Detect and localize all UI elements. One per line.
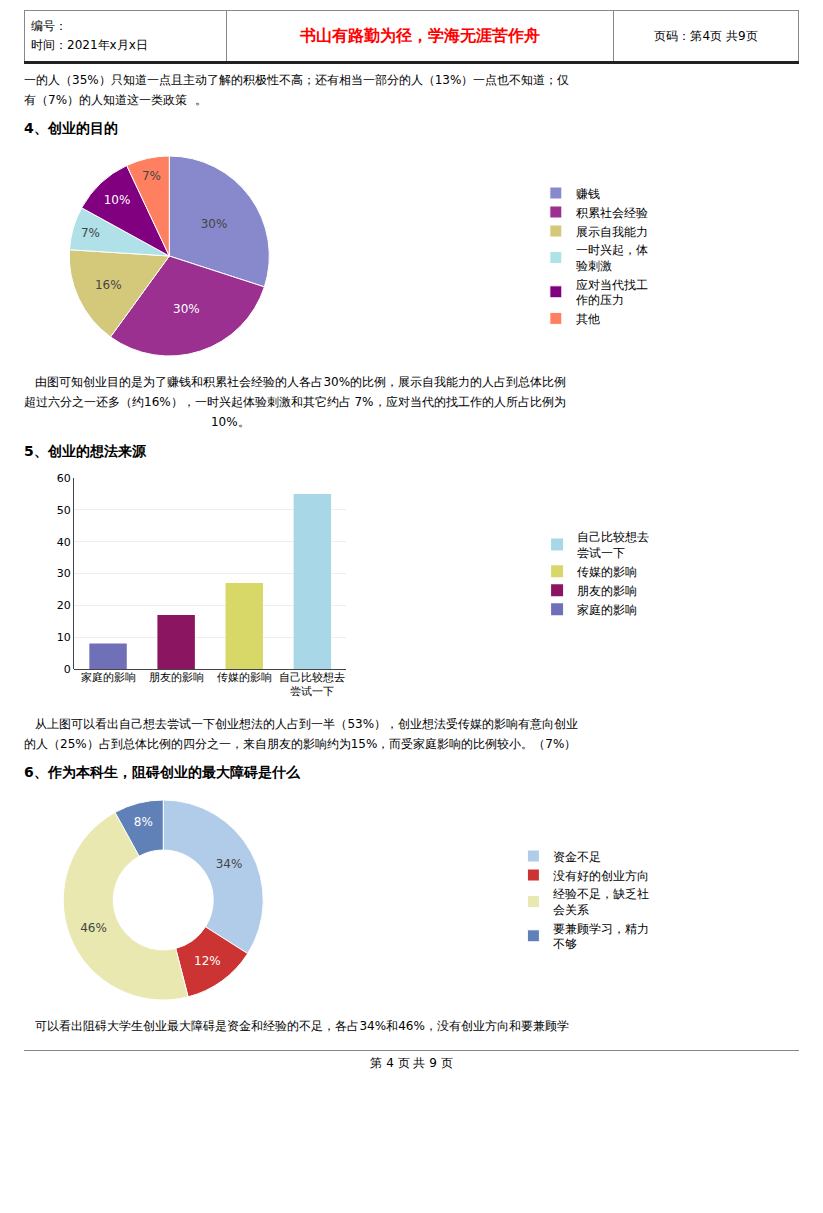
svg-text:要兼顾学习，精力不够: 要兼顾学习，精力不够	[553, 922, 649, 952]
svg-text:家庭的影响: 家庭的影响	[81, 671, 136, 684]
html-text:超过六分之一还多（约16%），一时兴起体验刺激和其它约占 7: 超过六分之一还多（约16%），一时兴起体验刺激和其它约占 7%，应对当代的找工作…	[24, 395, 566, 409]
svg-text:12%: 12%	[194, 954, 221, 968]
html-text:从上图可以看出自己想去尝试一下创业想法的人占到一半（53%）: 从上图可以看出自己想去尝试一下创业想法的人占到一半（53%），创业想法受传媒的影…	[24, 717, 579, 731]
svg-text:60: 60	[57, 472, 71, 485]
svg-text:赚钱: 赚钱	[576, 187, 600, 201]
html-text:第 4 页 共 9 页: 第 4 页 共 9 页	[370, 1056, 453, 1070]
svg-text:传媒的影响: 传媒的影响	[217, 671, 272, 684]
svg-text:资金不足: 资金不足	[553, 850, 601, 864]
svg-text:16%: 16%	[95, 278, 122, 292]
html-text:可以看出阻碍大学生创业最大障碍是资金和经验的不足，各占34%: 可以看出阻碍大学生创业最大障碍是资金和经验的不足，各占34%和46%，没有创业方…	[24, 1019, 569, 1033]
svg-text:其他: 其他	[576, 312, 600, 326]
svg-text:4、创业的目的: 4、创业的目的	[24, 120, 118, 136]
svg-text:5、创业的想法来源: 5、创业的想法来源	[24, 443, 147, 459]
html-text:页码：第4页 共9页: 页码：第4页 共9页	[654, 28, 758, 43]
svg-text:自己比较想去尝试一下: 自己比较想去尝试一下	[279, 671, 345, 698]
svg-text:10: 10	[57, 631, 71, 644]
svg-text:10%: 10%	[104, 193, 131, 207]
svg-text:没有好的创业方向: 没有好的创业方向	[553, 869, 649, 883]
svg-text:34%: 34%	[216, 857, 243, 871]
svg-text:20: 20	[57, 599, 71, 612]
svg-text:应对当代找工作的压力: 应对当代找工作的压力	[575, 278, 648, 308]
svg-text:自己比较想去尝试一下: 自己比较想去尝试一下	[577, 530, 649, 560]
svg-text:展示自我能力: 展示自我能力	[576, 225, 648, 239]
svg-text:6、作为本科生，阻碍创业的最大障碍是什么: 6、作为本科生，阻碍创业的最大障碍是什么	[24, 764, 301, 780]
svg-text:7%: 7%	[142, 169, 161, 183]
svg-text:家庭的影响: 家庭的影响	[577, 603, 637, 617]
html-text:的人（25%）占到总体比例的四分之一，来自朋友的影响约为15: 的人（25%）占到总体比例的四分之一，来自朋友的影响约为15%，而受家庭影响的比…	[24, 737, 577, 751]
svg-text:经验不足，缺乏社会关系: 经验不足，缺乏社会关系	[553, 887, 649, 917]
html-text:由图可知创业目的是为了赚钱和积累社会经验的人各占30%的比例: 由图可知创业目的是为了赚钱和积累社会经验的人各占30%的比例，展示自我能力的人占…	[24, 375, 567, 389]
svg-text:朋友的影响: 朋友的影响	[149, 671, 204, 684]
svg-text:积累社会经验: 积累社会经验	[576, 206, 648, 220]
svg-text:46%: 46%	[80, 921, 107, 935]
svg-text:30: 30	[57, 567, 71, 580]
svg-text:50: 50	[57, 504, 71, 517]
html-text:书山有路勤为径，学海无涯苦作舟: 书山有路勤为径，学海无涯苦作舟	[299, 25, 540, 45]
svg-text:朋友的影响: 朋友的影响	[577, 584, 637, 598]
svg-text:30%: 30%	[201, 217, 228, 231]
html-text:10%。: 10%。	[24, 415, 250, 429]
html-text:编号：: 编号：	[31, 18, 67, 33]
html-text:时间：2021年x月x日: 时间：2021年x月x日	[31, 38, 148, 52]
html-text:一的人（35%）只知道一点且主动了解的积极性不高；还有相当一: 一的人（35%）只知道一点且主动了解的积极性不高；还有相当一部分的人（13%）一…	[24, 73, 570, 87]
svg-text:传媒的影响: 传媒的影响	[577, 565, 637, 579]
svg-text:40: 40	[57, 536, 71, 549]
svg-text:0: 0	[64, 663, 71, 676]
svg-text:7%: 7%	[81, 226, 100, 240]
svg-text:一时兴起，体验刺激: 一时兴起，体验刺激	[576, 243, 648, 273]
html-text:有（7%）的人知道这一类政策 。: 有（7%）的人知道这一类政策 。	[24, 93, 207, 107]
svg-text:30%: 30%	[173, 302, 200, 316]
svg-text:8%: 8%	[134, 815, 153, 829]
